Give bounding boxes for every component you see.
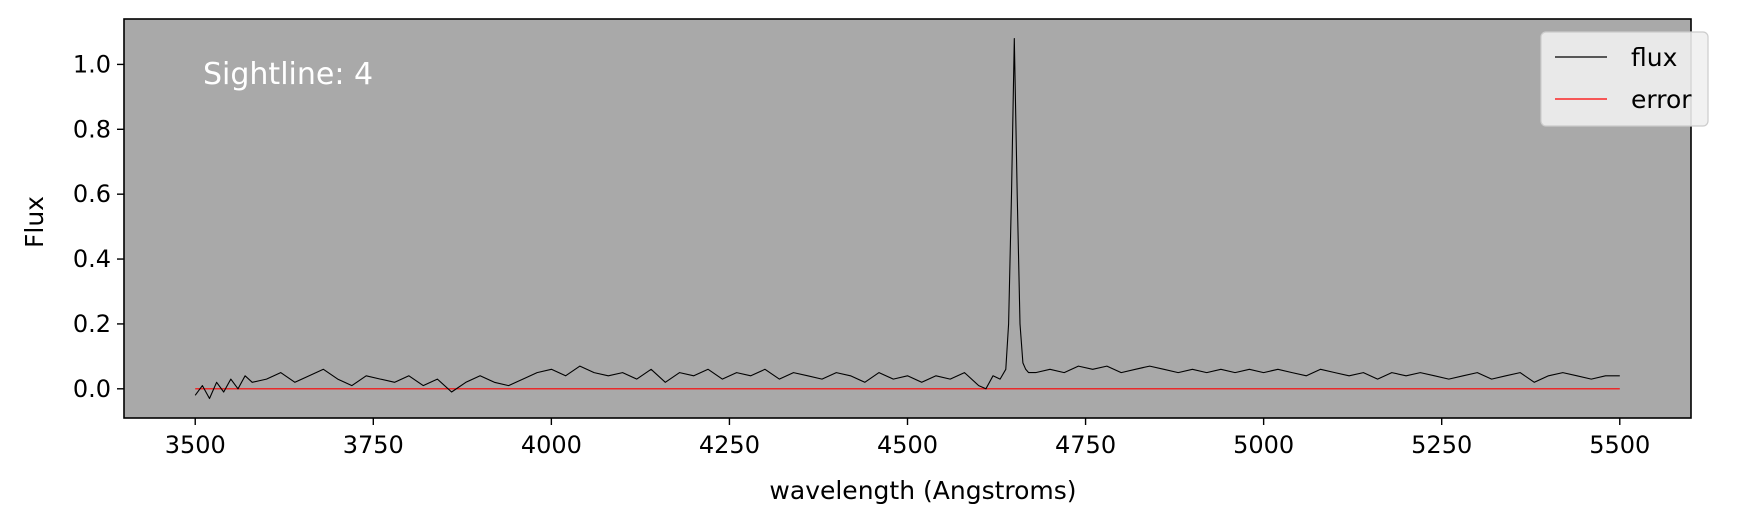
plot-background: [124, 19, 1691, 418]
x-tick-label: 4250: [699, 431, 760, 459]
y-axis-label: Flux: [20, 196, 49, 248]
y-tick-label: 1.0: [73, 50, 111, 78]
y-tick-label: 0.0: [73, 375, 111, 403]
y-tick-label: 0.4: [73, 245, 111, 273]
legend: flux error: [1540, 31, 1709, 127]
x-tick-label: 4500: [877, 431, 938, 459]
x-tick-label: 4750: [1055, 431, 1116, 459]
legend-label-error: error: [1631, 85, 1692, 114]
legend-box: [1540, 31, 1709, 127]
legend-label-flux: flux: [1631, 43, 1677, 72]
x-tick-label: 3500: [165, 431, 226, 459]
y-tick-label: 0.6: [73, 180, 111, 208]
x-tick-label: 3750: [343, 431, 404, 459]
y-tick-label: 0.2: [73, 310, 111, 338]
y-axis-ticks: 0.0 0.2 0.4 0.6 0.8 1.0: [73, 50, 124, 403]
x-tick-label: 4000: [521, 431, 582, 459]
sightline-annotation: Sightline: 4: [203, 57, 373, 92]
x-tick-label: 5500: [1589, 431, 1650, 459]
x-axis-ticks: 3500 3750 4000 4250 4500 4750 5000 5250 5500: [165, 418, 1650, 459]
y-tick-label: 0.8: [73, 115, 111, 143]
plot-frame: [123, 18, 1692, 419]
series-line-flux: [194, 37, 1620, 400]
x-axis-label: wavelength (Angstroms): [769, 476, 1076, 505]
x-tick-label: 5250: [1411, 431, 1472, 459]
x-tick-label: 5000: [1233, 431, 1294, 459]
